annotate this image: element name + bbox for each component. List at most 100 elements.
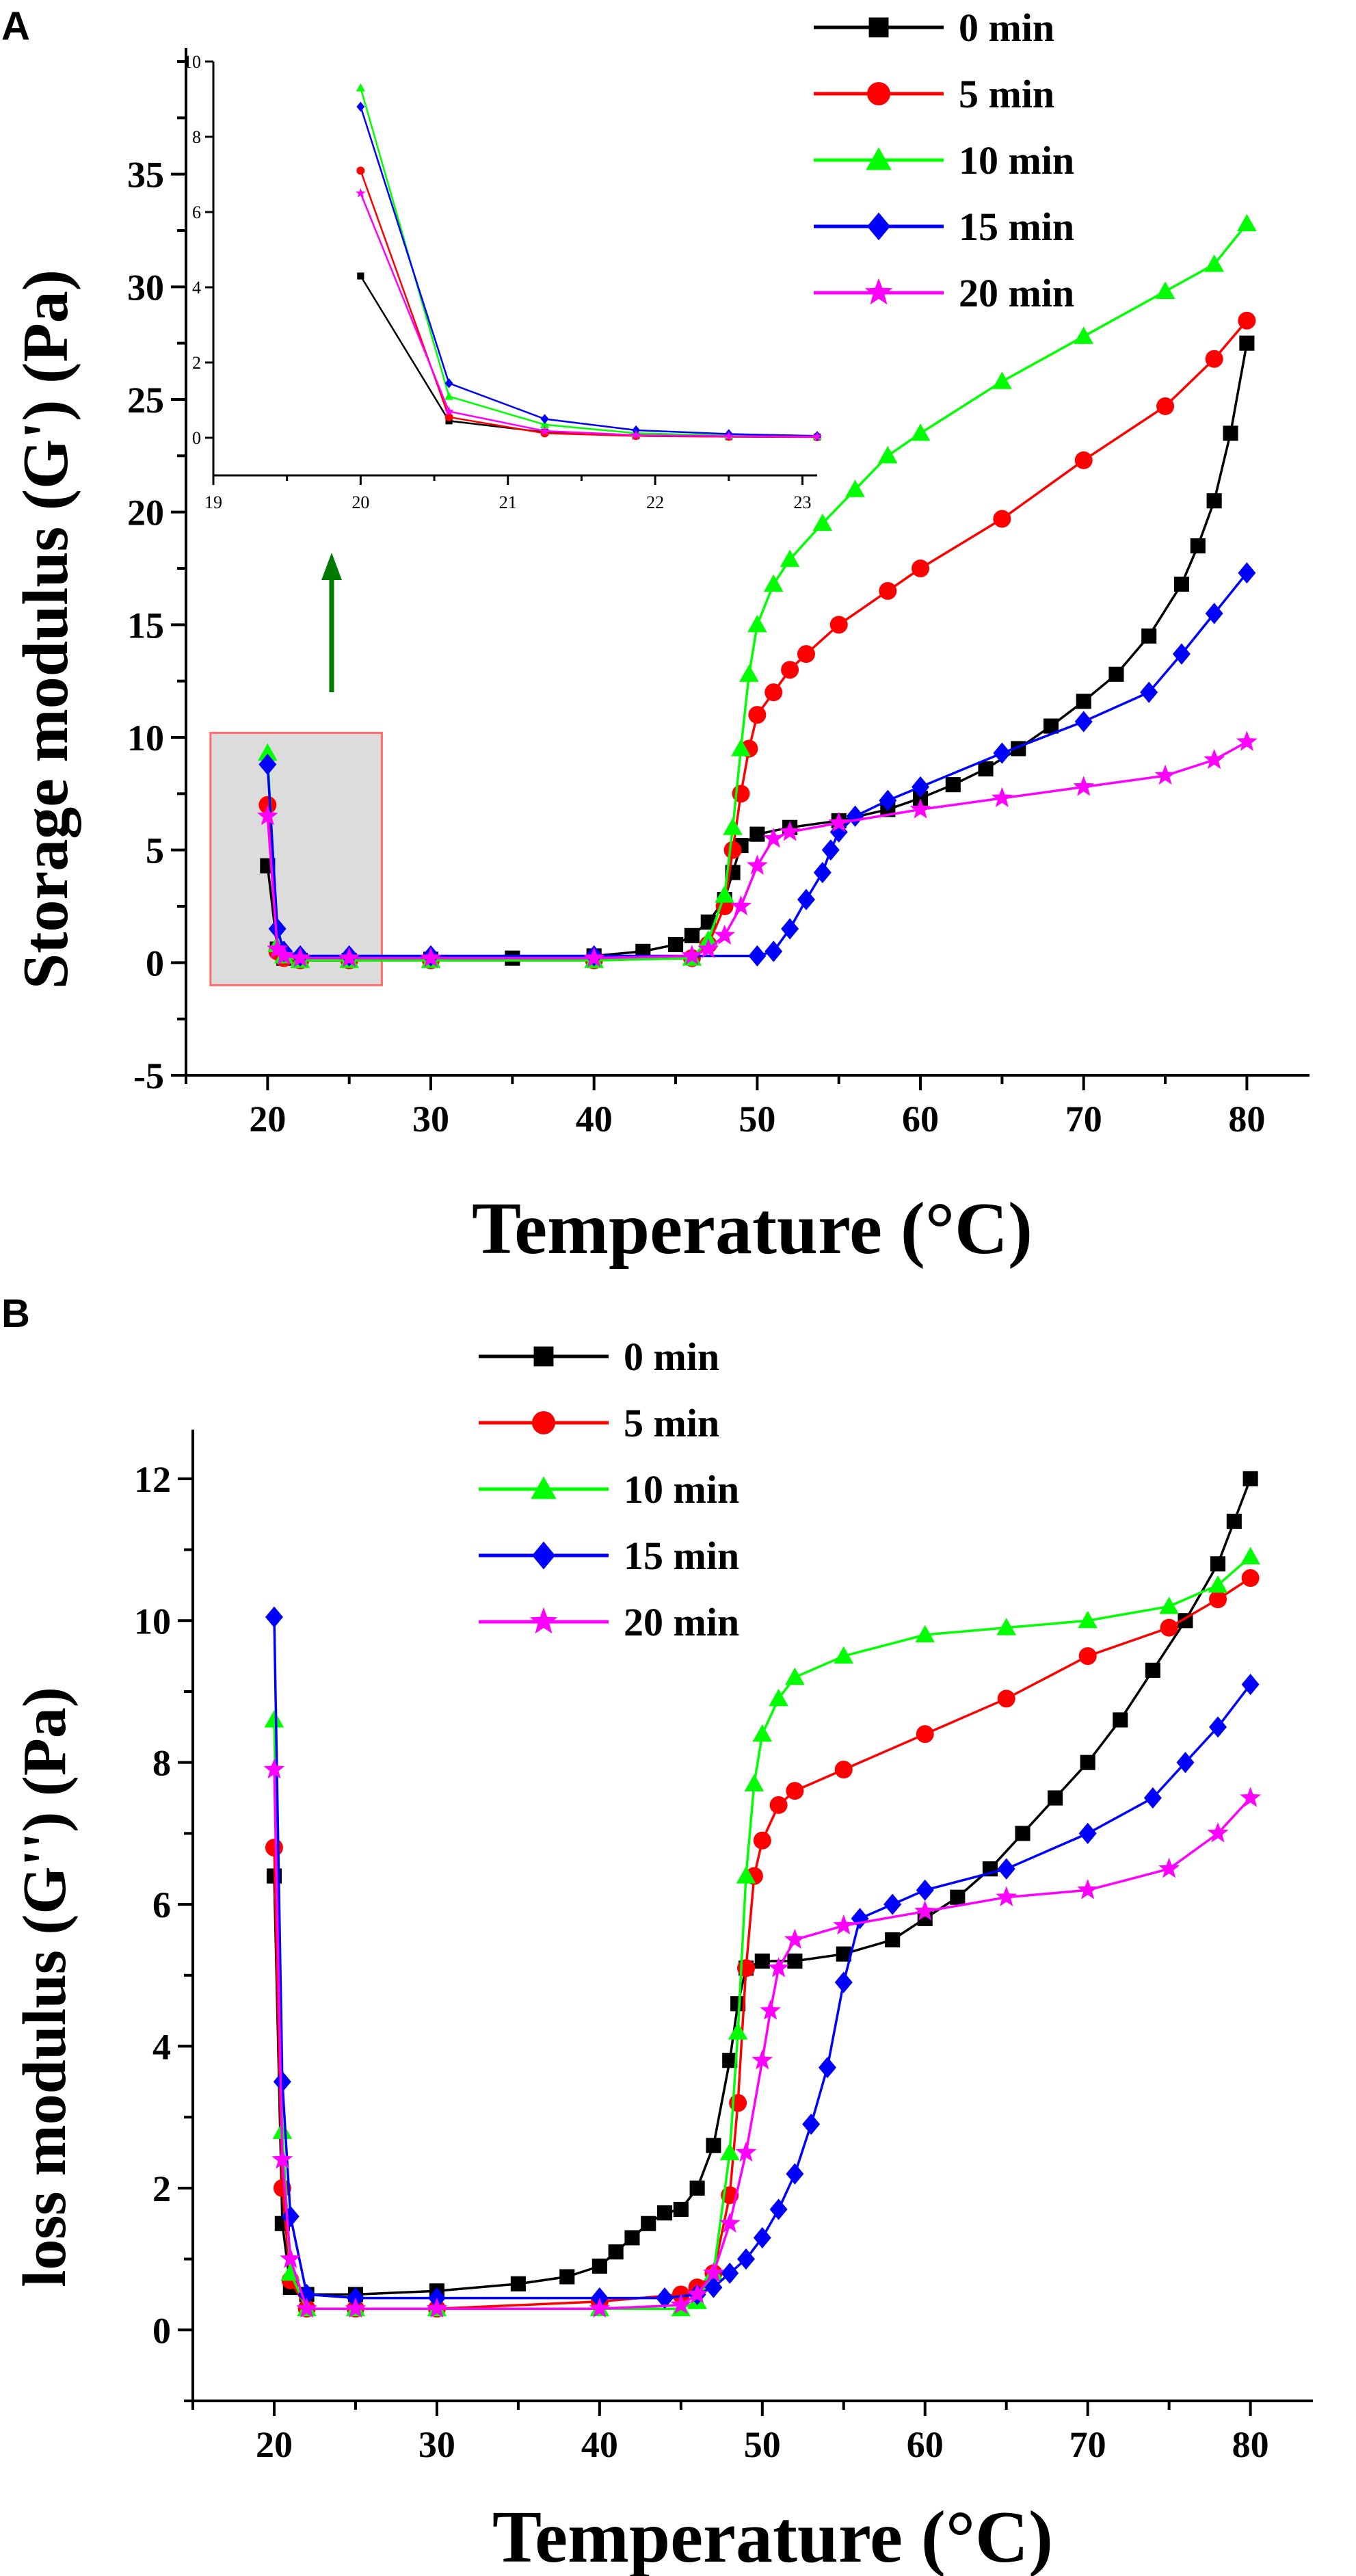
panel-b: B 20 30 40 50 60 70 80 0 2 4 6 8 10 12 Temperature (°… (1, 1291, 1313, 2576)
data-point (879, 581, 897, 600)
y-tick-label: 10 (127, 718, 164, 759)
legend-label: 10 min (624, 1467, 739, 1512)
data-point (910, 423, 931, 441)
data-point (915, 1625, 935, 1643)
data-point (1158, 1858, 1180, 1878)
data-point (583, 947, 605, 967)
inset-data-point (444, 378, 453, 389)
data-point (1205, 603, 1223, 625)
data-point (624, 2230, 640, 2246)
data-point (1240, 1547, 1260, 1564)
data-point (673, 2201, 689, 2218)
highlight-region (209, 731, 383, 986)
data-point (885, 1932, 901, 1947)
data-point (297, 2283, 316, 2306)
data-point (681, 945, 703, 965)
data-point (914, 1900, 936, 1921)
data-point (715, 885, 734, 903)
y-tick-label: 25 (127, 380, 164, 421)
data-point (746, 854, 768, 875)
data-point (781, 918, 799, 940)
data-point (1240, 1787, 1262, 1807)
data-point (1176, 1752, 1195, 1774)
series-group-b (263, 1471, 1262, 2318)
data-point (1078, 1647, 1097, 1666)
data-point (747, 615, 767, 633)
data-point (916, 1879, 934, 1901)
data-point (684, 928, 700, 943)
data-point (1080, 1754, 1095, 1770)
legend-label: 20 min (624, 1600, 739, 1644)
data-point (1160, 1618, 1178, 1637)
data-point (744, 1774, 765, 1791)
inset-data-point (444, 406, 454, 416)
data-point (851, 1908, 869, 1930)
data-point (719, 2142, 740, 2161)
data-point (730, 895, 752, 916)
data-point (763, 574, 784, 592)
data-point (687, 2283, 708, 2304)
x-tick-label: 30 (418, 2424, 455, 2465)
panel-b-label: B (1, 1291, 30, 1336)
data-point (1113, 1712, 1128, 1728)
data-point (1207, 1822, 1229, 1843)
data-point (829, 616, 848, 634)
legend-label: 15 min (624, 1534, 739, 1578)
x-tick-label: 50 (744, 2424, 781, 2465)
data-point (916, 1725, 934, 1744)
data-point (1076, 694, 1091, 709)
y-tick-label: 6 (152, 1884, 171, 1926)
data-point (589, 2297, 611, 2318)
data-point (1043, 718, 1059, 734)
data-point (1208, 1575, 1228, 1593)
data-point (1204, 254, 1224, 272)
data-point (296, 2297, 317, 2318)
data-point (703, 2262, 724, 2283)
data-point (736, 1866, 756, 1884)
legend-label: 0 min (959, 5, 1054, 50)
data-point (781, 661, 799, 679)
legend-label: 10 min (959, 138, 1074, 183)
data-point (608, 2244, 624, 2260)
data-point (992, 371, 1012, 389)
legend-marker (533, 1346, 554, 1367)
data-point (797, 645, 815, 663)
legend-label: 5 min (624, 1401, 719, 1445)
x-tick-label: 20 (256, 2424, 293, 2465)
inset-series-line-4 (360, 193, 818, 438)
data-point (719, 2212, 741, 2233)
data-point (670, 2294, 692, 2315)
data-point (779, 821, 801, 841)
data-point (721, 2262, 739, 2284)
data-point (753, 2226, 771, 2249)
inset-x-tick-label: 19 (204, 492, 222, 512)
data-point (265, 1606, 283, 1628)
legend-label: 15 min (959, 205, 1074, 249)
x-tick-label: 20 (249, 1099, 286, 1140)
data-point (289, 947, 311, 967)
data-point (258, 743, 278, 761)
data-point (993, 510, 1011, 528)
data-point (739, 664, 759, 682)
inset-x-tick-label: 22 (646, 492, 664, 512)
inset-data-point (723, 431, 734, 441)
data-point (769, 1689, 788, 1707)
x-tick-label: 70 (1069, 2424, 1106, 2465)
data-point (1078, 1610, 1098, 1629)
x-tick-label: 60 (907, 2424, 944, 2465)
data-point (765, 683, 783, 702)
data-point (1159, 1596, 1179, 1614)
data-point (1074, 711, 1093, 733)
data-point (833, 1914, 855, 1935)
y-tick-label: 30 (127, 267, 164, 308)
y-tick-label: 35 (127, 155, 164, 196)
data-point (821, 839, 840, 861)
data-point (258, 796, 277, 814)
y-axis-label-a: Storage modulus (G') (Pa) (10, 270, 81, 989)
data-point (667, 936, 684, 953)
data-point (1209, 1590, 1227, 1609)
data-point (1077, 1879, 1099, 1900)
data-point (787, 1953, 803, 1969)
